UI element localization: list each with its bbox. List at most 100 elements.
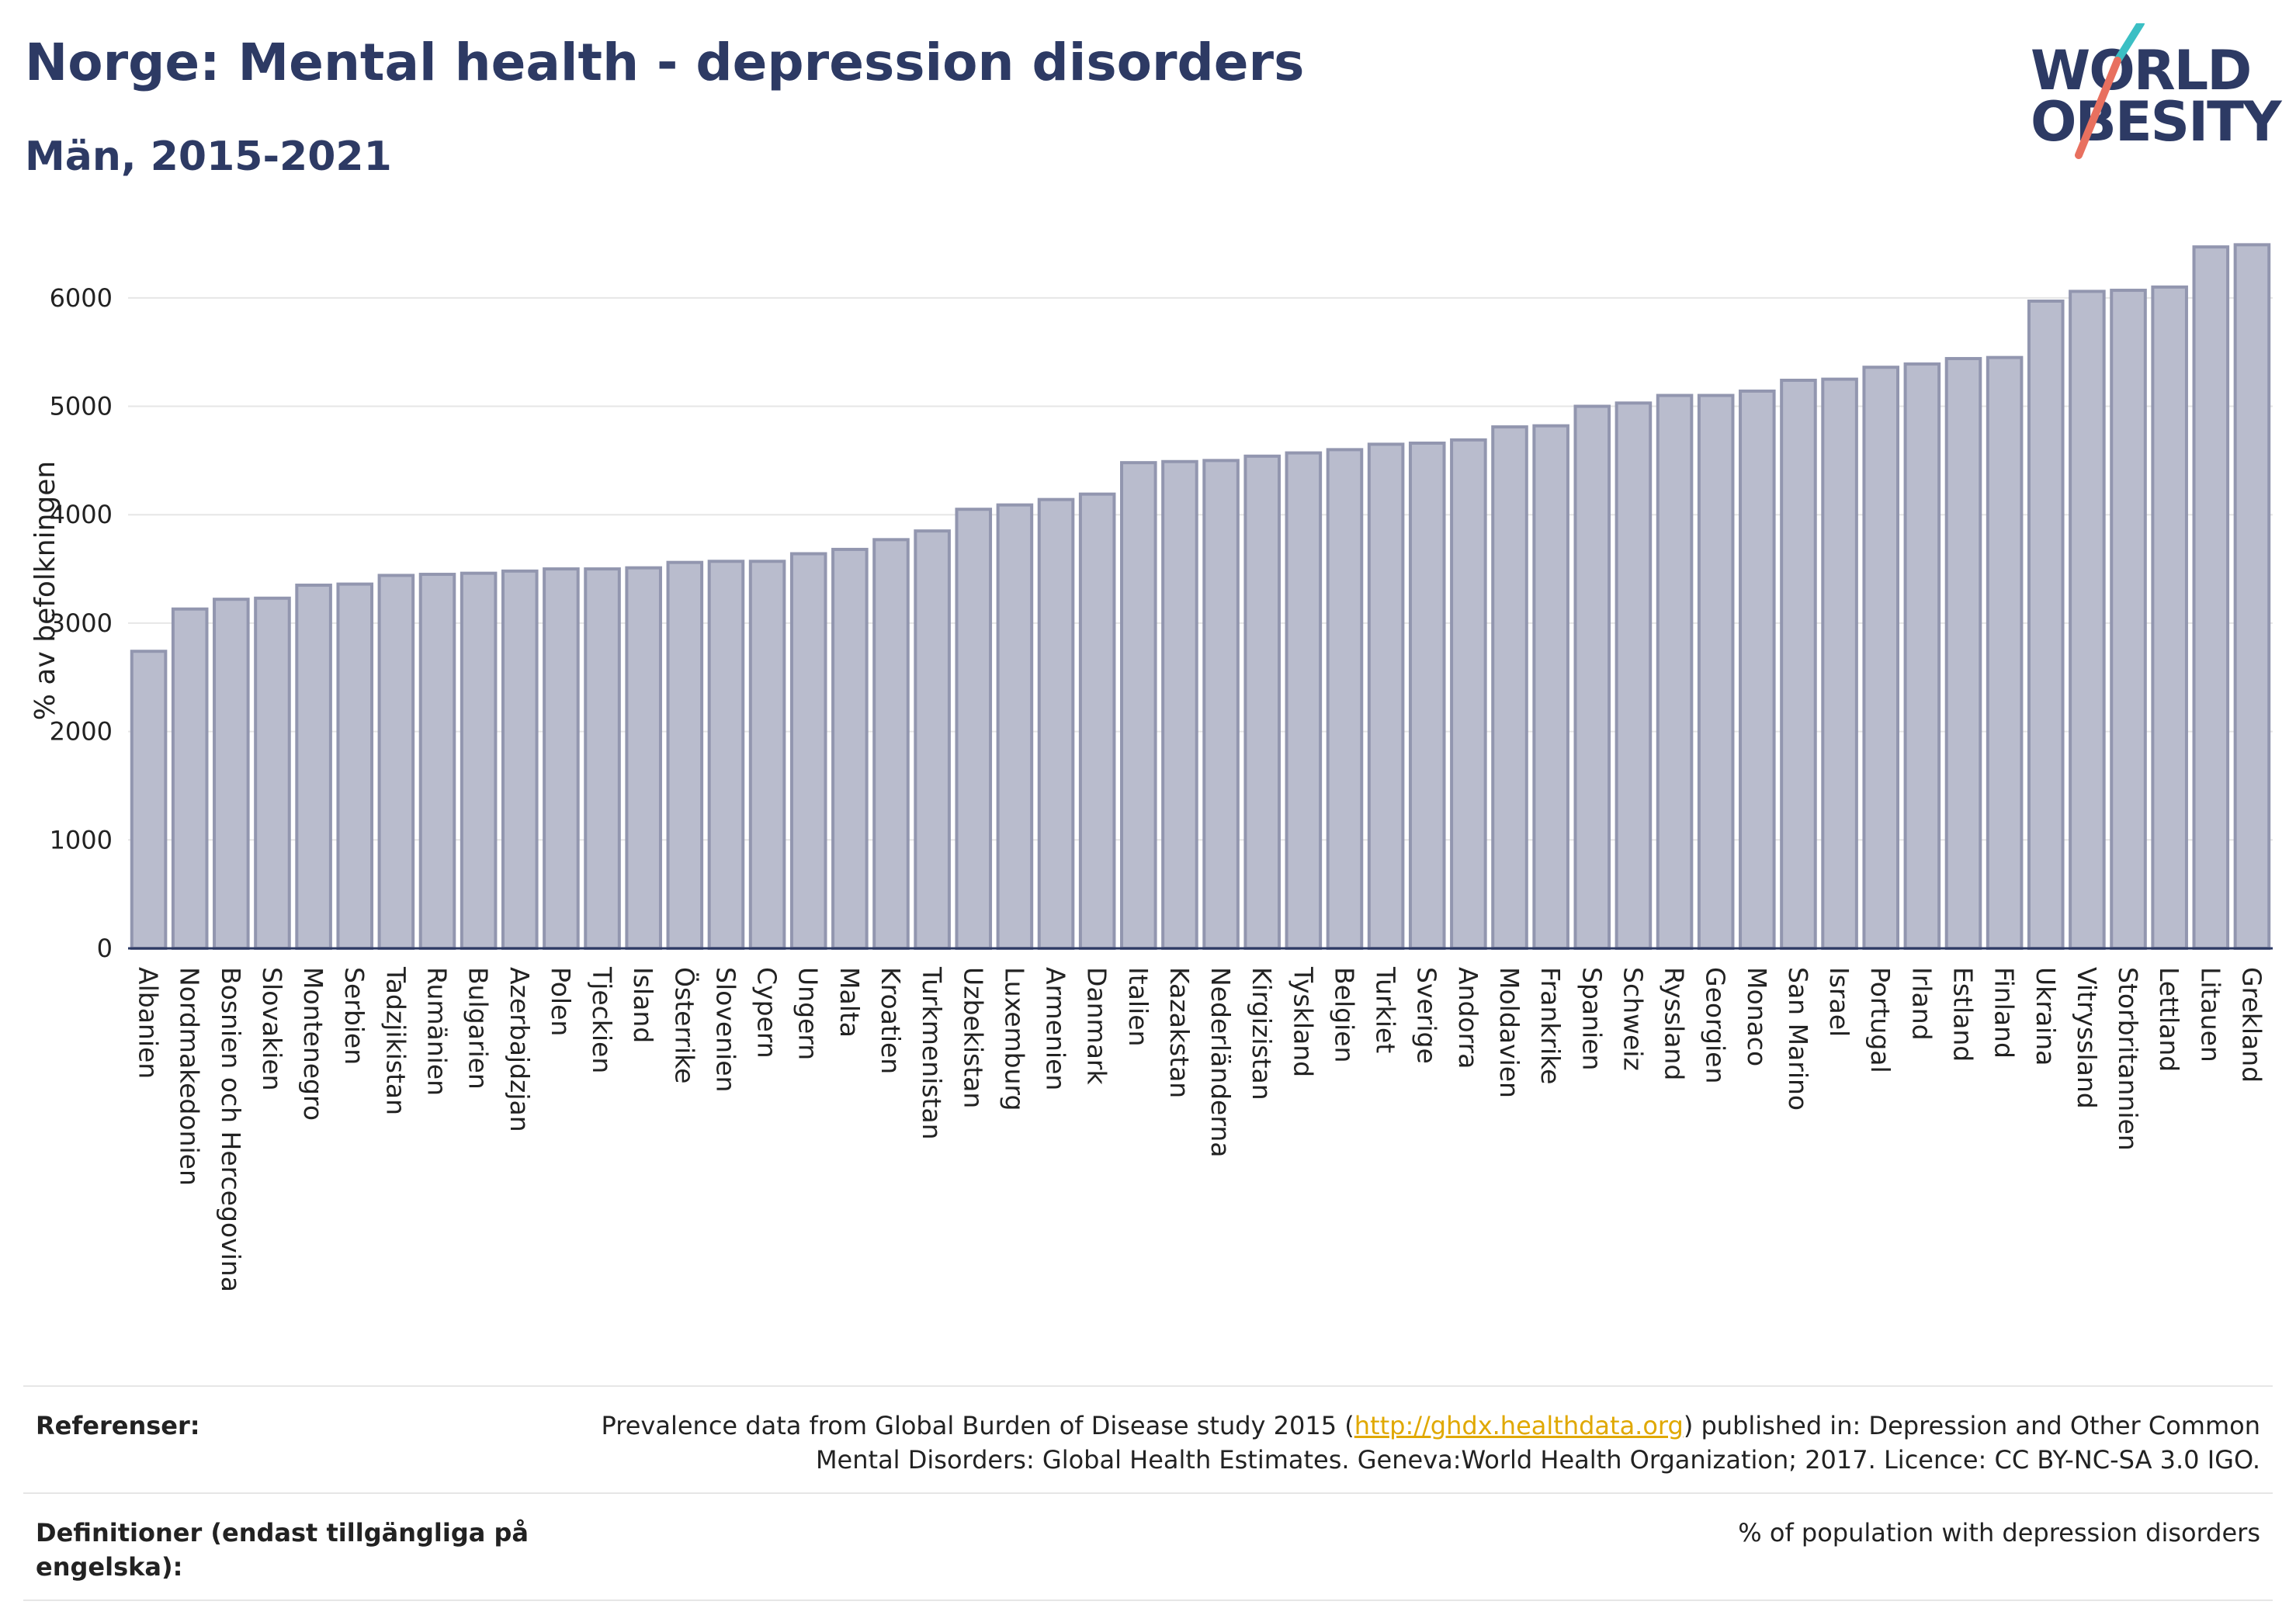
bar-40 [1780,378,1817,951]
x-tick-label-51: Grekland [2236,967,2267,1083]
x-tick-label-27: Kirgizistan [1247,967,1277,1100]
x-tick-label-31: Sverige [1412,967,1442,1064]
bar-33 [1491,425,1528,951]
y-tick-label-2: 2000 [50,717,113,747]
y-tick-label-3: 3000 [50,608,113,638]
bar-0 [130,650,168,950]
bar-9 [501,569,539,950]
x-tick-label-21: Luxemburg [999,967,1029,1111]
bar-46 [2027,300,2065,950]
x-tick-label-33: Moldavien [1494,967,1524,1098]
references-text-after: ) published in: Depression and Other Com… [1683,1411,2260,1440]
x-tick-label-5: Serbien [339,967,369,1065]
x-tick-label-11: Tjeckien [587,966,617,1073]
bar-1 [171,607,209,950]
bar-25 [1161,459,1198,950]
x-tick-label-17: Malta [834,967,865,1038]
bar-49 [2151,285,2188,950]
bar-51 [2233,243,2271,951]
bar-15 [748,560,786,950]
y-tick-label-0: 0 [97,934,113,963]
bar-20 [955,508,993,950]
bar-22 [1037,497,1075,950]
y-axis-label: % av befolkningen [29,461,61,720]
x-tick-label-6: Tadzjikistan [380,966,411,1115]
x-tick-label-34: Frankrike [1535,967,1566,1084]
logo-slash-icon [2075,23,2145,159]
x-tick-label-29: Belgien [1329,967,1359,1062]
x-tick-label-20: Uzbekistan [958,967,988,1108]
x-tick-label-3: Slovakien [257,967,287,1091]
bar-34 [1532,424,1569,951]
x-tick-label-40: San Marino [1783,967,1813,1111]
x-tick-label-14: Slovenien [710,967,740,1092]
bar-10 [543,567,580,950]
x-tick-label-15: Cypern [752,967,782,1059]
bar-36 [1614,401,1653,951]
bar-37 [1656,393,1694,950]
references-text-before: Prevalence data from Global Burden of Di… [601,1411,1354,1440]
x-tick-label-23: Danmark [1082,967,1112,1085]
y-tick-label-6: 6000 [50,283,113,313]
definitions-label: Definitioner (endast tillgängliga på eng… [36,1518,529,1582]
x-tick-label-26: Nederländerna [1205,967,1236,1158]
bar-27 [1243,454,1281,950]
logo-slash-teal [2114,23,2145,64]
references-link[interactable]: http://ghdx.healthdata.org [1354,1411,1684,1440]
bar-50 [2192,245,2230,951]
bar-19 [914,529,951,950]
bar-44 [1944,357,1982,951]
world-obesity-logo: WORLD OBESITY [2018,23,2282,163]
bar-47 [2069,289,2106,951]
x-tick-label-39: Monaco [1742,967,1772,1066]
x-tick-label-9: Azerbajdzjan [505,967,535,1132]
bar-17 [831,547,869,950]
x-tick-label-43: Irland [1906,967,1937,1041]
x-tick-label-24: Italien [1123,967,1153,1046]
x-tick-label-37: Ryssland [1660,967,1690,1080]
bar-13 [666,560,704,950]
x-tick-label-41: Israel [1824,967,1854,1037]
references-row: Referenser: Prevalence data from Global … [23,1385,2273,1492]
bar-5 [336,582,374,950]
x-tick-label-22: Armenien [1041,967,1071,1090]
definitions-text: % of population with depression disorder… [1738,1518,2260,1547]
references-label: Referenser: [36,1411,200,1440]
x-tick-label-35: Spanien [1576,967,1607,1070]
bar-12 [625,566,662,950]
bar-35 [1573,404,1611,950]
x-tick-label-30: Turkiet [1371,966,1401,1053]
bar-39 [1739,389,1776,950]
x-tick-label-8: Bulgarien [463,967,494,1090]
bar-31 [1408,442,1446,950]
x-tick-label-10: Polen [546,967,576,1036]
x-tick-label-45: Finland [1989,967,2020,1059]
bar-28 [1285,451,1323,950]
y-tick-label-1: 1000 [50,825,113,854]
x-tick-label-18: Kroatien [876,967,906,1074]
bar-41 [1821,377,1858,951]
x-tick-label-13: Österrike [669,967,700,1083]
y-tick-label-5: 5000 [50,392,113,421]
x-tick-label-44: Estland [1947,967,1978,1062]
x-tick-label-28: Tyskland [1288,966,1318,1077]
references-text: Prevalence data from Global Burden of Di… [553,1409,2260,1477]
bar-chart: 0 1000 2000 3000 4000 5000 6000 % av befolkning… [29,243,2273,1292]
bar-2 [213,598,250,951]
bar-21 [996,503,1034,950]
bar-30 [1367,442,1405,950]
bar-38 [1697,393,1735,950]
bar-24 [1120,461,1157,950]
x-tick-label-49: Lettland [2154,967,2184,1072]
x-tick-label-25: Kazakstan [1164,967,1195,1098]
x-tick-label-19: Turkmenistan [917,966,947,1140]
x-tick-label-1: Nordmakedonien [175,967,205,1186]
bar-18 [872,538,910,951]
x-tick-label-12: Island [628,967,658,1043]
bar-23 [1078,492,1116,951]
logo-slash-coral [2075,57,2121,159]
logo-word-1: WORLD [2031,39,2252,102]
bar-4 [295,584,332,950]
x-tick-label-16: Ungern [793,967,824,1060]
chart-subtitle: Män, 2015-2021 [25,133,392,180]
